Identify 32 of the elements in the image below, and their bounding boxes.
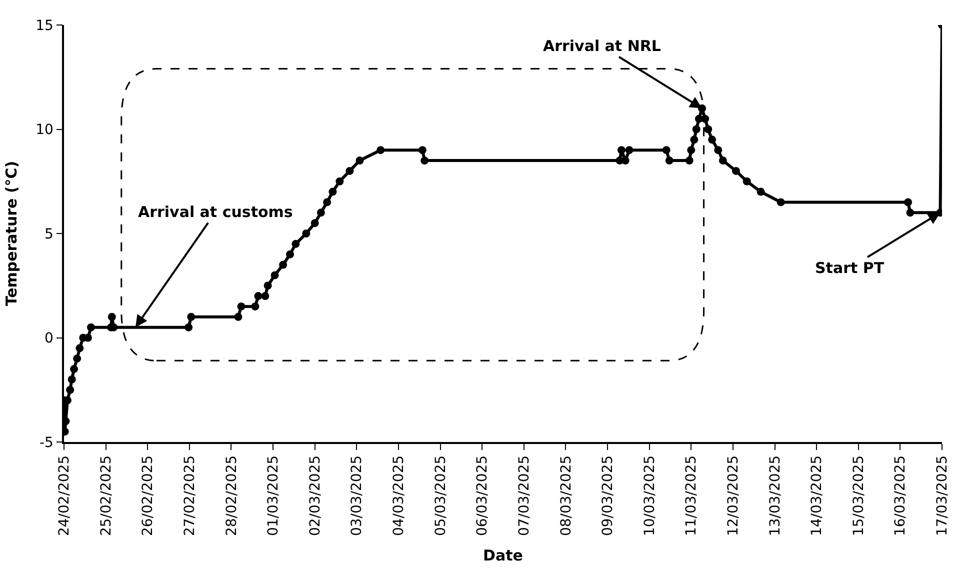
x-tick-label: 11/03/2025 [684, 455, 700, 536]
y-tick-label: 5 [44, 226, 54, 242]
x-tick-label: 03/03/2025 [349, 455, 366, 536]
annotation: Arrival at customs [138, 203, 293, 221]
x-tick-label: 07/03/2025 [516, 455, 532, 536]
x-tick-label: 28/02/2025 [224, 455, 240, 536]
y-tick-label: -5 [39, 434, 54, 451]
x-tick-label: 15/03/2025 [850, 455, 867, 536]
annotation: Arrival at NRL [543, 37, 662, 55]
y-axis-title: Temperature (°C) [2, 160, 20, 306]
x-tick-label: 25/02/2025 [98, 455, 114, 536]
x-tick-label: 16/03/2025 [892, 455, 909, 536]
x-tick-label: 02/03/2025 [307, 455, 324, 536]
x-tick-label: 01/03/2025 [266, 455, 282, 536]
x-tick-label: 06/03/2025 [474, 455, 491, 536]
x-tick-label: 27/02/2025 [182, 455, 198, 536]
x-tick-label: 26/02/2025 [140, 455, 156, 536]
x-tick-label: 17/03/2025 [934, 455, 951, 536]
x-tick-label: 14/03/2025 [809, 455, 826, 536]
x-tick-label: 13/03/2025 [767, 455, 784, 536]
y-tick-label: 10 [36, 122, 54, 138]
x-axis-title: Date [483, 546, 523, 565]
x-tick-label: 10/03/2025 [642, 455, 658, 536]
y-tick-label: 0 [44, 330, 54, 347]
x-tick-label: 12/03/2025 [726, 455, 742, 536]
x-tick-label: 09/03/2025 [600, 455, 616, 536]
x-tick-label: 08/03/2025 [558, 455, 574, 536]
x-tick-label: 24/02/2025 [56, 455, 73, 536]
y-tick-label: 15 [36, 18, 54, 34]
annotation: Start PT [815, 259, 885, 277]
x-tick-label: 04/03/2025 [391, 455, 408, 536]
x-tick-label: 05/03/2025 [432, 455, 449, 536]
